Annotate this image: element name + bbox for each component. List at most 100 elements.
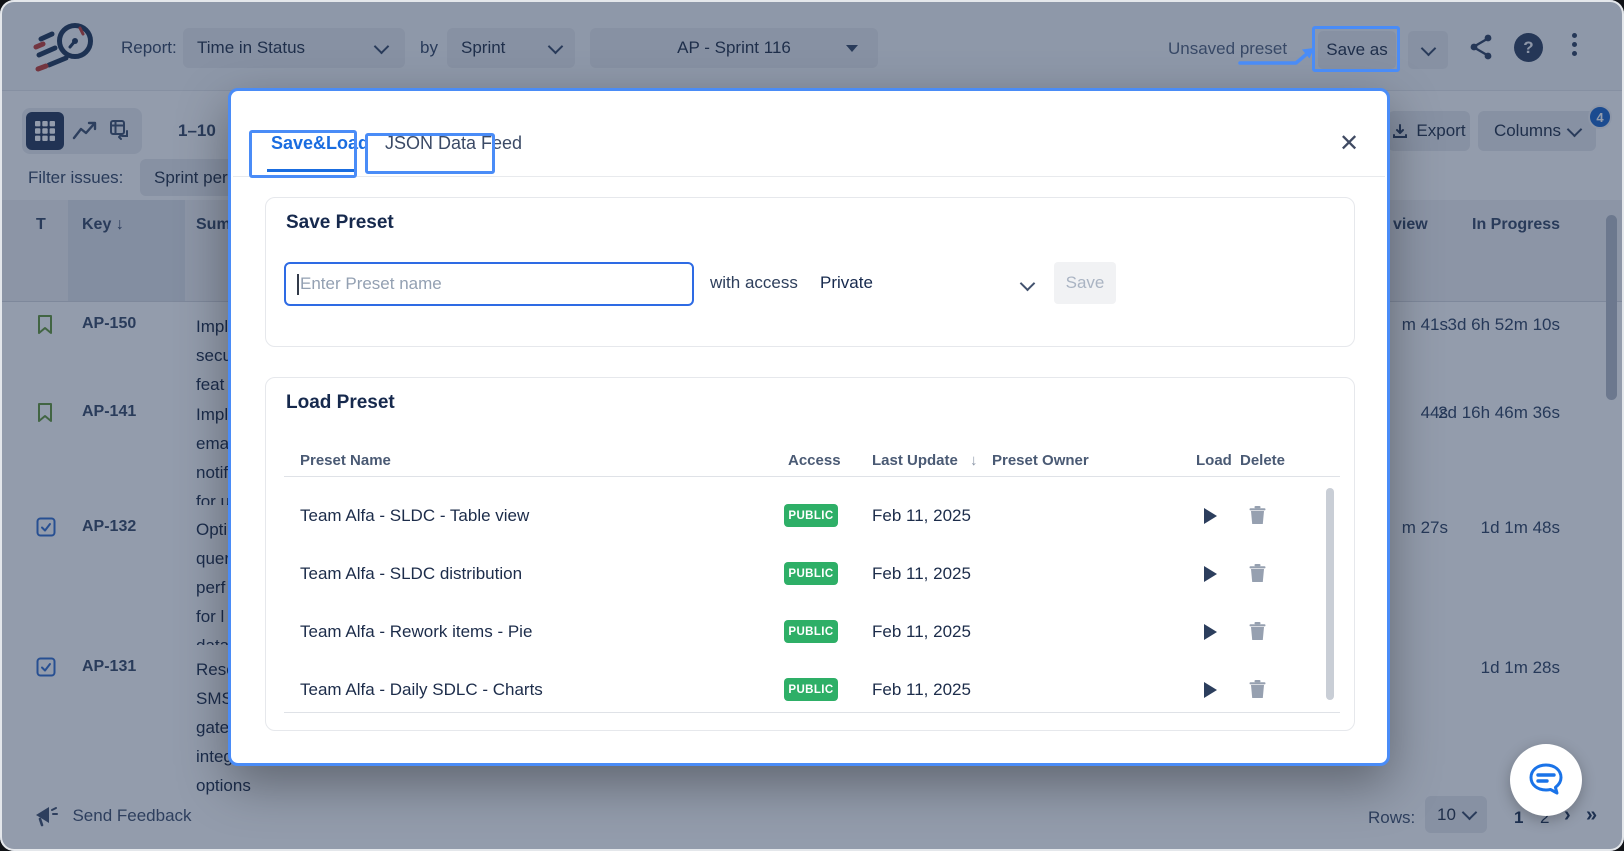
column-load: Load <box>1196 452 1232 469</box>
tab-json-data-feed[interactable]: JSON Data Feed <box>385 133 523 153</box>
load-preset-section: Load Preset Preset Name Access Last Upda… <box>265 377 1355 731</box>
tabs-divider <box>233 176 1385 177</box>
delete-preset-button[interactable] <box>1246 620 1268 642</box>
issue-key[interactable]: AP-150 <box>82 315 137 332</box>
close-modal-button[interactable]: ✕ <box>1338 129 1360 157</box>
column-last-update[interactable]: Last Update ↓ <box>872 452 978 469</box>
tab-save-and-load[interactable]: Save&Load <box>271 133 370 153</box>
access-badge: PUBLIC <box>784 620 838 643</box>
chart-view-button[interactable] <box>66 112 104 150</box>
time-in-review: 44s <box>1420 403 1448 422</box>
pivot-view-button[interactable] <box>102 112 140 150</box>
line-chart-icon <box>72 121 97 140</box>
column-header-in-progress: In Progress <box>1472 216 1561 233</box>
load-preset-play-button[interactable] <box>1199 563 1221 585</box>
page-1-button[interactable]: 1 <box>1514 808 1524 827</box>
preset-row: Team Alfa - SLDC distribution PUBLIC Feb… <box>266 545 1354 603</box>
grid-icon <box>35 121 55 141</box>
filter-chip-label: Sprint peri <box>154 167 232 187</box>
table-divider <box>284 712 1340 713</box>
load-preset-title: Load Preset <box>286 392 395 413</box>
table-view-button[interactable] <box>26 112 64 150</box>
access-value: Private <box>820 273 873 292</box>
rows-per-page-select[interactable]: 10 <box>1425 796 1487 833</box>
task-icon <box>36 517 56 542</box>
preset-row: Team Alfa - SLDC - Table view PUBLIC Feb… <box>266 487 1354 545</box>
report-label: Report: <box>121 38 177 57</box>
last-page-button[interactable]: » <box>1586 804 1598 826</box>
preset-name: Team Alfa - SLDC - Table view <box>300 506 530 525</box>
help-button[interactable]: ? <box>1514 33 1543 62</box>
time-in-progress: 1d 1m 28s <box>1480 658 1560 677</box>
load-preset-play-button[interactable] <box>1199 505 1221 527</box>
columns-button[interactable]: Columns <box>1478 111 1596 151</box>
chevron-down-icon <box>1019 275 1036 292</box>
save-preset-button[interactable]: Save <box>1054 262 1116 304</box>
more-options-button[interactable] <box>1572 33 1577 56</box>
page-2-button[interactable]: 2 <box>1540 808 1550 827</box>
app-header: Report: Time in Status by Sprint AP - Sp… <box>0 0 1624 91</box>
share-button[interactable] <box>1466 32 1496 67</box>
rows-per-page-value: 10 <box>1437 804 1456 824</box>
save-load-preset-modal: Save&Load JSON Data Feed ✕ Save Preset w… <box>228 88 1390 766</box>
group-by-select[interactable]: Sprint <box>447 28 575 68</box>
sort-desc-icon: ↓ <box>115 216 124 233</box>
report-type-select[interactable]: Time in Status <box>183 28 405 68</box>
group-by-value: Sprint <box>461 38 506 57</box>
access-badge: PUBLIC <box>784 562 838 585</box>
pivot-icon <box>110 120 128 140</box>
chat-widget-button[interactable] <box>1510 744 1582 816</box>
sort-desc-icon: ↓ <box>970 452 978 469</box>
key-header-label: Key <box>82 216 112 233</box>
by-label: by <box>420 38 438 57</box>
time-in-progress: 1d 1m 48s <box>1480 518 1560 537</box>
filter-chip-sprint-period[interactable]: Sprint peri <box>140 159 246 196</box>
column-header-key[interactable]: Key ↓ <box>82 216 124 234</box>
columns-count-badge: 4 <box>1588 105 1612 129</box>
save-as-button[interactable]: Save as <box>1318 31 1396 69</box>
send-feedback-button[interactable]: Send Feedback <box>34 804 192 828</box>
send-feedback-label: Send Feedback <box>72 806 192 825</box>
preset-name: Team Alfa - SLDC distribution <box>300 564 523 583</box>
row-range-label: 1–10 <box>178 121 216 140</box>
last-update-value: Feb 11, 2025 <box>872 506 971 525</box>
column-preset-name: Preset Name <box>300 452 391 469</box>
key-column-highlight <box>68 200 185 301</box>
page-scrollbar[interactable] <box>1606 215 1617 400</box>
sprint-value: AP - Sprint 116 <box>677 38 791 57</box>
export-button[interactable]: Export <box>1388 111 1470 151</box>
time-in-review: m 41s <box>1401 315 1448 334</box>
preset-list-scrollbar[interactable] <box>1326 488 1334 700</box>
text-caret <box>297 274 299 295</box>
caret-down-icon <box>846 45 858 52</box>
preset-name: Team Alfa - Rework items - Pie <box>300 622 533 641</box>
delete-preset-button[interactable] <box>1246 678 1268 700</box>
active-tab-underline <box>267 169 355 172</box>
preset-name: Team Alfa - Daily SDLC - Charts <box>300 680 543 699</box>
last-update-value: Feb 11, 2025 <box>872 680 971 699</box>
next-page-button[interactable]: › <box>1564 804 1571 826</box>
story-icon <box>36 314 54 340</box>
delete-preset-button[interactable] <box>1246 504 1268 526</box>
preset-menu-chevron-button[interactable] <box>1408 31 1448 69</box>
preset-row: Team Alfa - Daily SDLC - Charts PUBLIC F… <box>266 661 1354 719</box>
issue-summary: Impl secu feat <box>196 317 232 394</box>
preset-name-input[interactable] <box>284 262 694 306</box>
load-preset-play-button[interactable] <box>1199 621 1221 643</box>
load-preset-play-button[interactable] <box>1199 679 1221 701</box>
column-access: Access <box>788 452 841 469</box>
chat-bubble-icon <box>1529 763 1563 795</box>
sprint-select[interactable]: AP - Sprint 116 <box>590 28 878 68</box>
issue-key[interactable]: AP-132 <box>82 518 137 535</box>
save-preset-section: Save Preset with access Private Save <box>265 197 1355 347</box>
footer-bar: Send Feedback Rows: 10 1 2 › » <box>0 795 1624 851</box>
column-header-summary: Sum <box>196 216 231 233</box>
issue-summary: Rese SMS gate integ options <box>196 660 251 795</box>
delete-preset-button[interactable] <box>1246 562 1268 584</box>
export-label: Export <box>1416 121 1466 140</box>
task-icon <box>36 657 56 682</box>
issue-key[interactable]: AP-141 <box>82 403 137 420</box>
column-header-type: T <box>36 216 46 233</box>
issue-key[interactable]: AP-131 <box>82 658 137 675</box>
